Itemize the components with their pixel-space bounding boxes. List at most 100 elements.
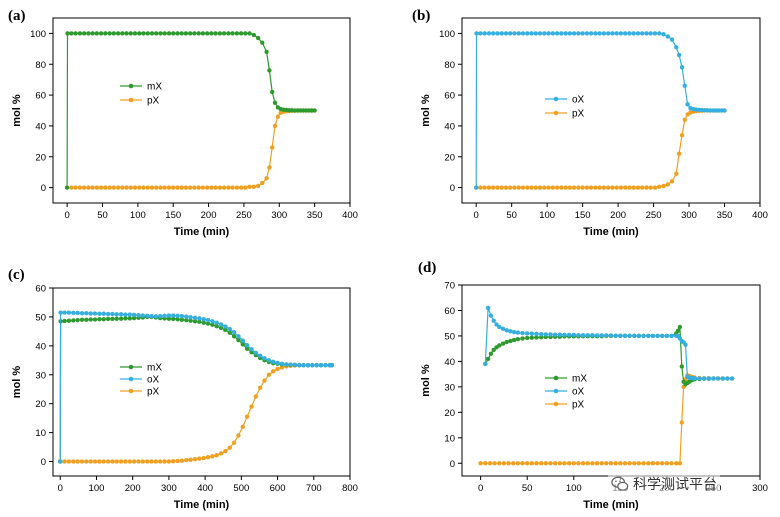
legend-label-pX: pX xyxy=(572,109,585,120)
data-point-mX xyxy=(162,31,167,36)
data-point-pX xyxy=(674,461,679,466)
data-point-oX xyxy=(701,376,707,381)
data-point-mX xyxy=(69,31,74,36)
data-point-mX xyxy=(238,31,244,36)
plot-frame xyxy=(52,17,351,204)
data-point-oX xyxy=(79,311,85,316)
data-point-pX xyxy=(243,185,248,190)
data-point-oX xyxy=(292,362,298,368)
x-axis-title: Time (min) xyxy=(174,499,230,511)
data-point-oX xyxy=(214,320,219,325)
data-point-mX xyxy=(179,31,184,36)
data-point-pX xyxy=(576,185,581,190)
data-point-pX xyxy=(188,457,193,462)
data-point-pX xyxy=(491,185,496,190)
data-point-oX xyxy=(665,34,670,39)
data-point-mX xyxy=(114,316,119,321)
y-tick-label: 40 xyxy=(444,357,455,368)
data-point-mX xyxy=(264,49,269,55)
data-point-pX xyxy=(136,459,141,464)
data-point-pX xyxy=(492,461,497,466)
panel-label: (a) xyxy=(8,8,26,24)
data-point-pX xyxy=(75,459,80,464)
data-point-pX xyxy=(170,459,176,464)
data-point-oX xyxy=(101,311,106,316)
data-point-mX xyxy=(94,31,100,36)
data-point-oX xyxy=(711,376,716,381)
data-point-pX xyxy=(114,459,119,464)
data-point-mX xyxy=(75,317,80,323)
data-point-oX xyxy=(114,312,119,317)
data-point-mX xyxy=(166,31,172,36)
x-axis-title: Time (min) xyxy=(583,499,639,511)
data-point-pX xyxy=(482,185,487,190)
data-point-oX xyxy=(571,332,576,338)
data-point-pX xyxy=(214,453,219,458)
x-tick-label: 100 xyxy=(566,483,582,494)
data-point-pX xyxy=(132,185,138,190)
legend-label-mX: mX xyxy=(147,363,162,374)
data-point-oX xyxy=(474,31,479,36)
data-point-oX xyxy=(175,313,180,318)
data-point-oX xyxy=(478,31,483,36)
data-point-pX xyxy=(240,424,246,429)
data-point-pX xyxy=(661,183,666,189)
data-point-oX xyxy=(646,333,651,339)
data-point-oX xyxy=(504,328,509,333)
data-point-oX xyxy=(131,312,137,318)
y-tick-label: 0 xyxy=(41,183,46,194)
data-point-mX xyxy=(73,31,78,36)
panel-b: (b) 0 50 100 150 200 250 300 350 400 0 20 40 60 80 100 T… xyxy=(412,8,768,238)
legend-label-pX: pX xyxy=(147,387,160,398)
data-point-mX xyxy=(107,31,112,36)
data-point-oX xyxy=(537,31,543,36)
data-point-oX xyxy=(240,338,246,343)
data-point-pX xyxy=(92,459,98,464)
data-point-oX xyxy=(650,333,656,339)
data-point-pX xyxy=(209,185,214,190)
data-point-oX xyxy=(123,312,128,317)
data-point-pX xyxy=(231,440,237,445)
data-point-oX xyxy=(660,333,665,339)
data-point-pX xyxy=(149,185,155,190)
data-point-oX xyxy=(503,31,509,36)
legend-label-pX: pX xyxy=(572,400,585,411)
data-point-pX xyxy=(101,459,106,464)
y-tick-label: 80 xyxy=(35,60,46,71)
data-point-mX xyxy=(97,317,102,322)
data-point-mX xyxy=(534,335,539,340)
series-pX xyxy=(58,363,335,464)
data-point-oX xyxy=(144,313,150,318)
data-point-pX xyxy=(149,459,154,464)
legend-label-pX: pX xyxy=(147,96,160,107)
data-point-oX xyxy=(627,333,632,338)
watermark-text: 科学测试平台 xyxy=(633,477,717,493)
data-point-oX xyxy=(192,315,198,320)
data-point-oX xyxy=(166,313,172,318)
data-point-pX xyxy=(677,461,683,466)
x-tick-label: 100 xyxy=(130,210,146,221)
data-point-oX xyxy=(58,459,63,464)
data-point-oX xyxy=(153,314,159,319)
data-point-pX xyxy=(585,461,590,466)
data-point-oX xyxy=(552,332,558,337)
data-point-oX xyxy=(685,102,690,107)
data-point-pX xyxy=(264,176,269,181)
data-point-pX xyxy=(652,185,658,190)
data-point-oX xyxy=(597,31,602,36)
panel-d: (d)050100150200250300010203040506070Time… xyxy=(418,260,768,511)
y-tick-label: 60 xyxy=(444,306,455,317)
data-point-pX xyxy=(103,185,108,190)
data-point-mX xyxy=(679,364,684,369)
y-axis-title: mol % xyxy=(11,94,23,127)
data-point-pX xyxy=(266,372,272,377)
data-point-pX xyxy=(196,185,201,190)
data-point-mX xyxy=(101,317,106,322)
data-point-mX xyxy=(170,31,176,36)
data-point-pX xyxy=(508,185,513,190)
data-point-oX xyxy=(584,31,590,36)
data-point-oX xyxy=(618,31,624,36)
data-point-oX xyxy=(488,313,494,318)
data-point-pX xyxy=(669,179,675,184)
